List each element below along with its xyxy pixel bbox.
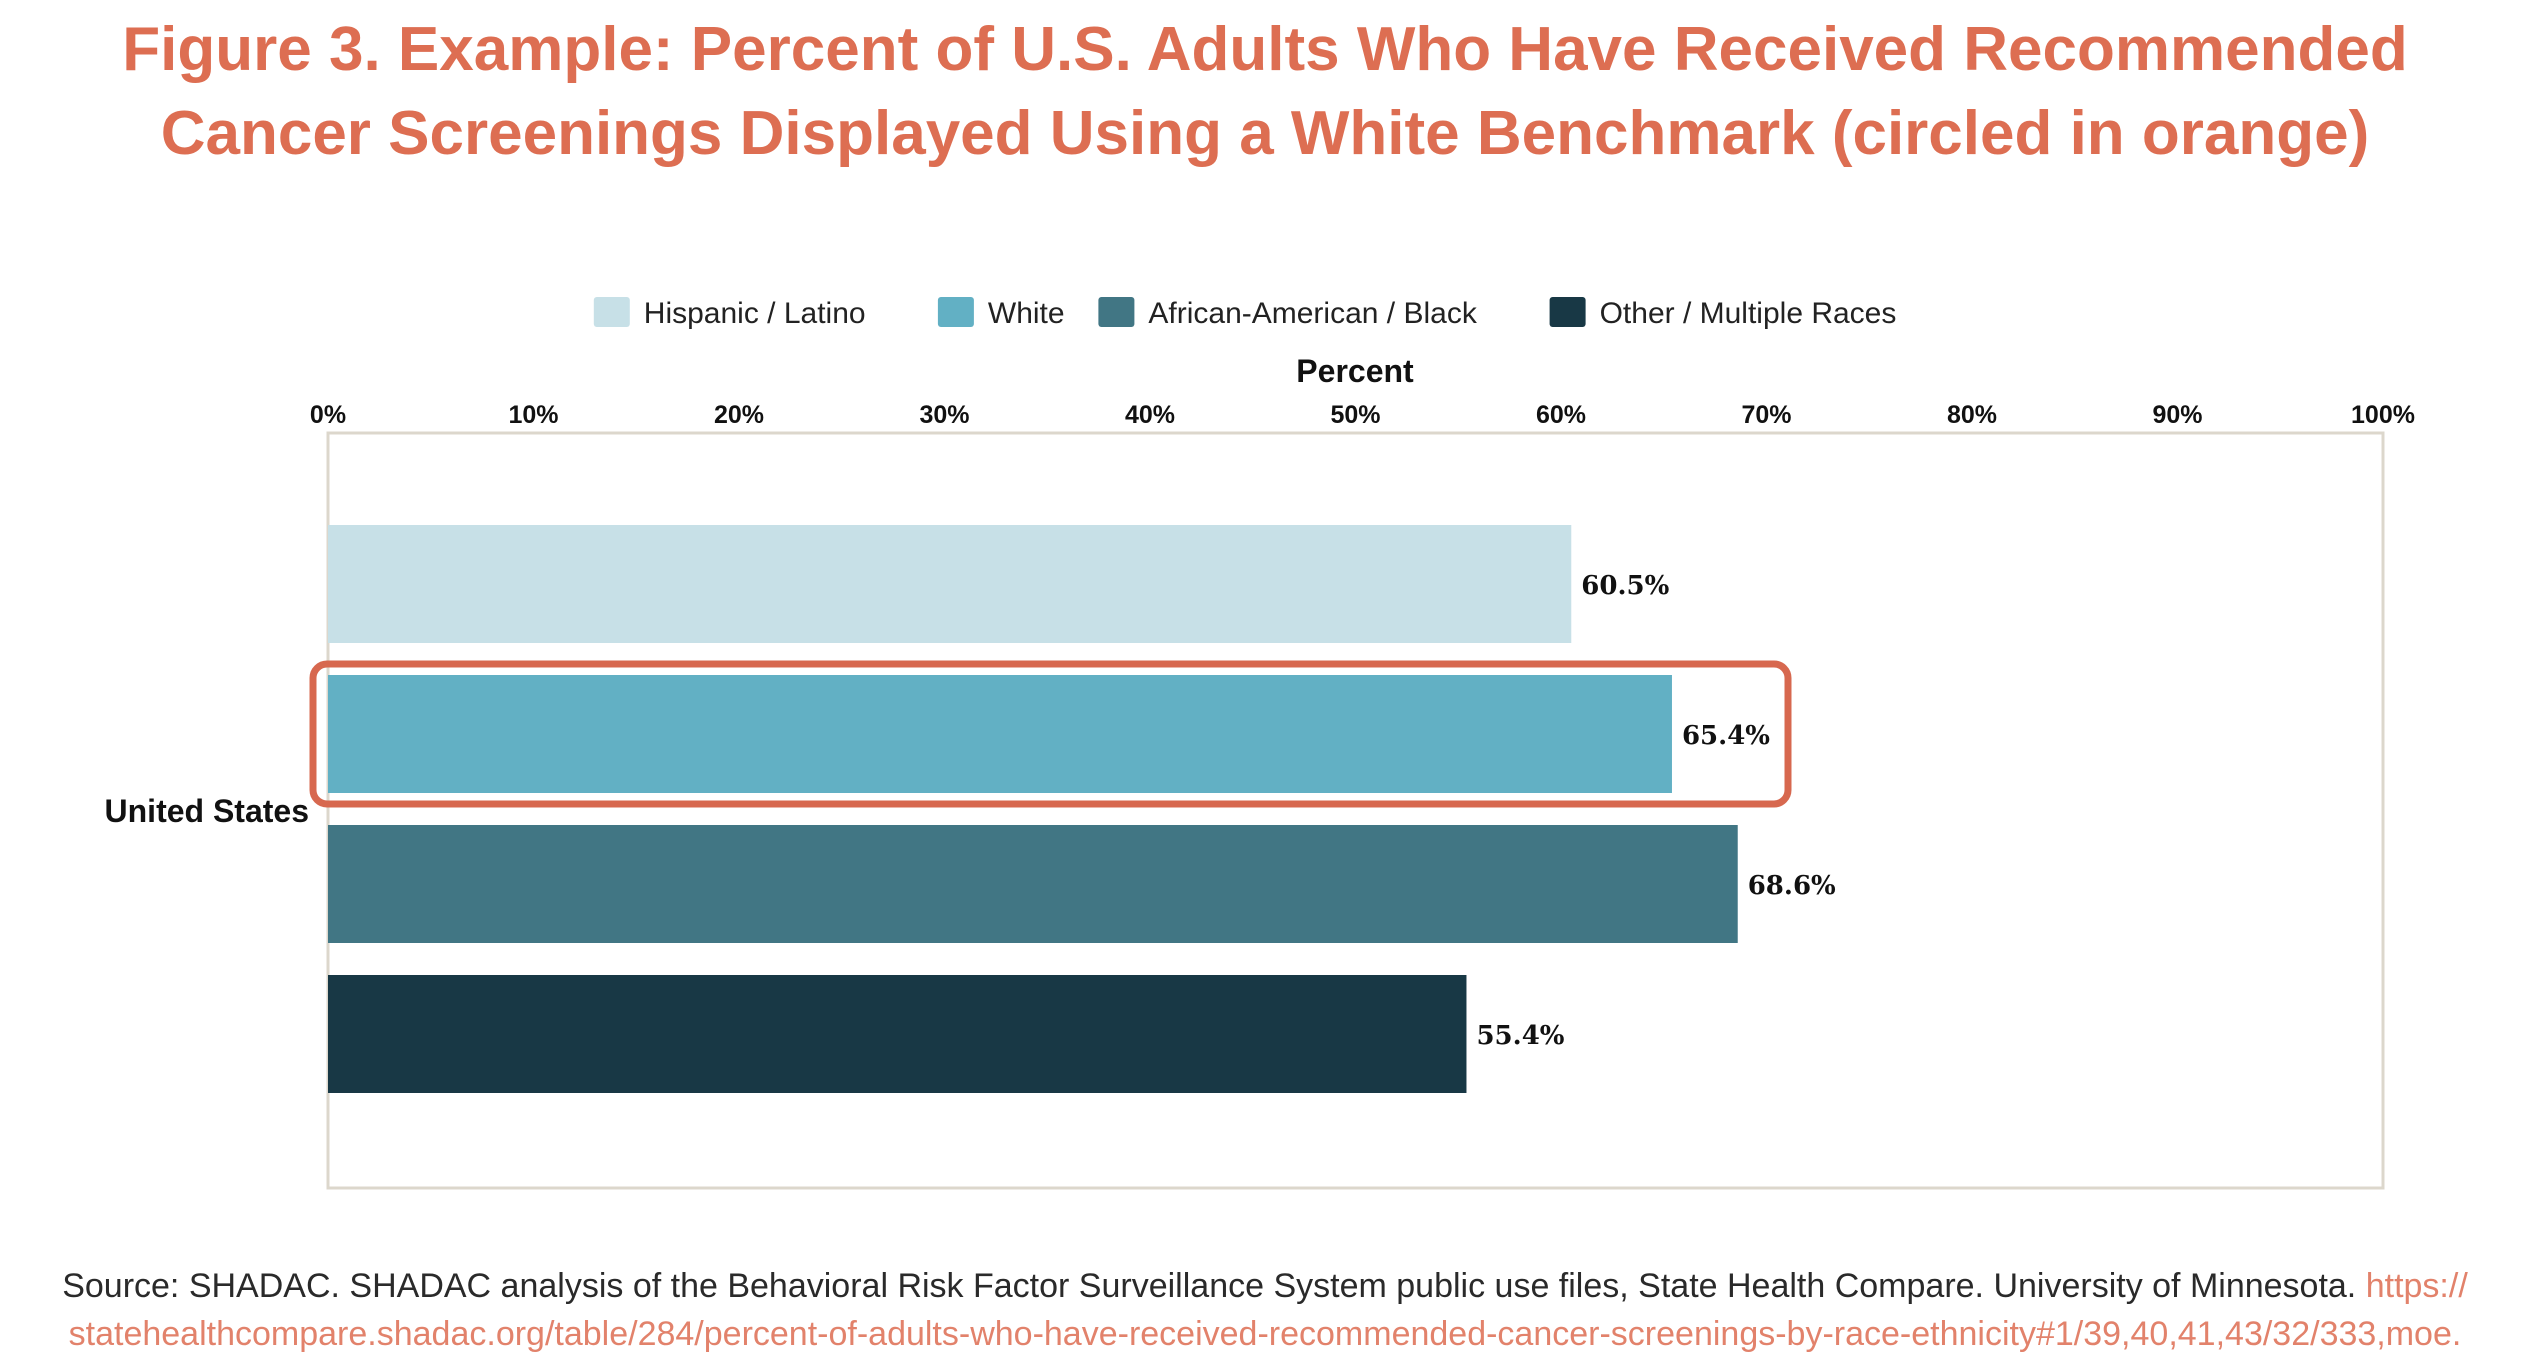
figure-title-line-2: Cancer Screenings Displayed Using a Whit… xyxy=(160,99,2370,168)
x-tick-label-90: 90% xyxy=(2152,401,2202,429)
data-label-white: 65.4% xyxy=(1682,721,1770,751)
source-note: Source: SHADAC. SHADAC analysis of the B… xyxy=(0,1262,2530,1358)
x-tick-label-70: 70% xyxy=(1741,401,1791,429)
bar-chart: Hispanic / Latino White African-American /… xyxy=(105,297,2415,1190)
x-tick-label-30: 30% xyxy=(919,401,969,429)
legend-item-african-american-black: African-American / Black xyxy=(1098,297,1478,330)
white-benchmark-highlight-box xyxy=(309,660,1792,808)
bar-data-labels: 60.5% 65.4% 68.6% 55.4% xyxy=(1476,571,1836,1051)
legend-swatch-african-american-black xyxy=(1098,297,1135,327)
source-link[interactable]: https:// statehealthcompare.shadac.org/ta… xyxy=(69,1267,2468,1353)
bar-other-multiple-races xyxy=(328,975,1467,1093)
legend-label-african-american-black: African-American / Black xyxy=(1148,297,1477,330)
data-label-hispanic-latino: 60.5% xyxy=(1581,571,1669,601)
x-axis-title: Percent xyxy=(1296,353,1414,389)
x-tick-label-50: 50% xyxy=(1330,401,1380,429)
legend-swatch-hispanic-latino xyxy=(593,297,630,327)
bar-african-american-black xyxy=(328,825,1738,943)
legend-swatch-white xyxy=(937,297,974,327)
data-label-african-american-black: 68.6% xyxy=(1748,871,1836,901)
figure-title-line-1: Figure 3. Example: Percent of U.S. Adult… xyxy=(122,15,2408,84)
bar-series xyxy=(328,525,1738,1093)
x-tick-label-40: 40% xyxy=(1125,401,1175,429)
x-tick-label-100: 100% xyxy=(2351,401,2415,429)
plot-area-frame xyxy=(326,431,2385,1190)
x-tick-label-20: 20% xyxy=(714,401,764,429)
source-text: Source: SHADAC. SHADAC analysis of the B… xyxy=(62,1267,2357,1305)
legend-label-white: White xyxy=(988,297,1065,330)
legend-item-hispanic-latino: Hispanic / Latino xyxy=(593,297,866,330)
legend-label-hispanic-latino: Hispanic / Latino xyxy=(644,297,866,330)
data-label-other-multiple-races: 55.4% xyxy=(1476,1021,1564,1051)
bar-hispanic-latino xyxy=(328,525,1572,643)
x-axis-tick-labels: 0% 10% 20% 30% 40% 50% 60% 70% 80% 90% 100% xyxy=(310,401,2415,429)
source-link-part-1: https:// xyxy=(2365,1267,2468,1305)
bar-white xyxy=(328,675,1672,793)
x-tick-label-80: 80% xyxy=(1947,401,1997,429)
chart-legend: Hispanic / Latino White African-American /… xyxy=(593,297,1897,330)
x-tick-label-60: 60% xyxy=(1536,401,1586,429)
x-tick-label-10: 10% xyxy=(508,401,558,429)
legend-item-white: White xyxy=(937,297,1065,330)
legend-swatch-other-multiple-races xyxy=(1549,297,1586,327)
category-label-united-states: United States xyxy=(105,793,309,829)
source-link-part-2: statehealthcompare.shadac.org/table/284/… xyxy=(68,1315,2462,1353)
legend-label-other-multiple-races: Other / Multiple Races xyxy=(1600,297,1897,330)
x-tick-label-0: 0% xyxy=(310,401,346,429)
figure-title: Figure 3. Example: Percent of U.S. Adult… xyxy=(0,8,2530,176)
legend-item-other-multiple-races: Other / Multiple Races xyxy=(1549,297,1897,330)
